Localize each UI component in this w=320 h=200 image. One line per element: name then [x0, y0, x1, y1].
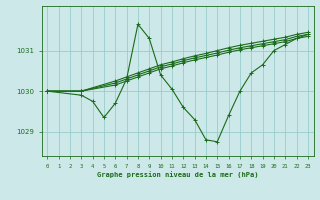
X-axis label: Graphe pression niveau de la mer (hPa): Graphe pression niveau de la mer (hPa) — [97, 171, 258, 178]
